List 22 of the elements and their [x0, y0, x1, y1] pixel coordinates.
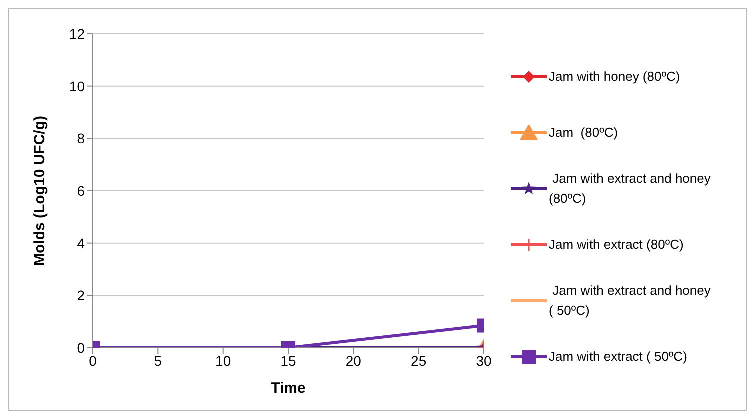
- y-tick-label: 2: [77, 288, 86, 304]
- x-tick-label: 30: [476, 352, 492, 369]
- y-tick-label: 10: [69, 78, 86, 94]
- y-tick-label: 6: [77, 182, 86, 199]
- x-tick-label: 5: [154, 352, 162, 369]
- legend-label: Jam with extract and honey ( 50ºC): [549, 282, 712, 320]
- legend-label: Jam with honey (80ºC): [549, 68, 682, 86]
- y-tick-label: 8: [77, 130, 86, 147]
- x-tick-label: 20: [346, 352, 362, 369]
- legend-label: Jam with extract and honey (80ºC): [549, 170, 712, 208]
- legend-label: Jam with extract ( 50ºC): [549, 348, 688, 366]
- y-tick-label: 0: [77, 340, 86, 356]
- x-tick-label: 25: [411, 352, 427, 369]
- legend-label: Jam (80ºC): [549, 124, 620, 142]
- y-axis-title: Molds (Log10 UFC/g): [31, 116, 48, 266]
- legend-label: Jam with extract (80ºC): [549, 236, 685, 254]
- y-tick-label: 4: [77, 235, 86, 252]
- x-tick-label: 15: [280, 352, 296, 369]
- y-tick-label: 12: [69, 26, 86, 42]
- x-tick-label: 0: [89, 352, 98, 369]
- x-axis-title: Time: [271, 380, 306, 397]
- x-tick-label: 10: [216, 352, 232, 369]
